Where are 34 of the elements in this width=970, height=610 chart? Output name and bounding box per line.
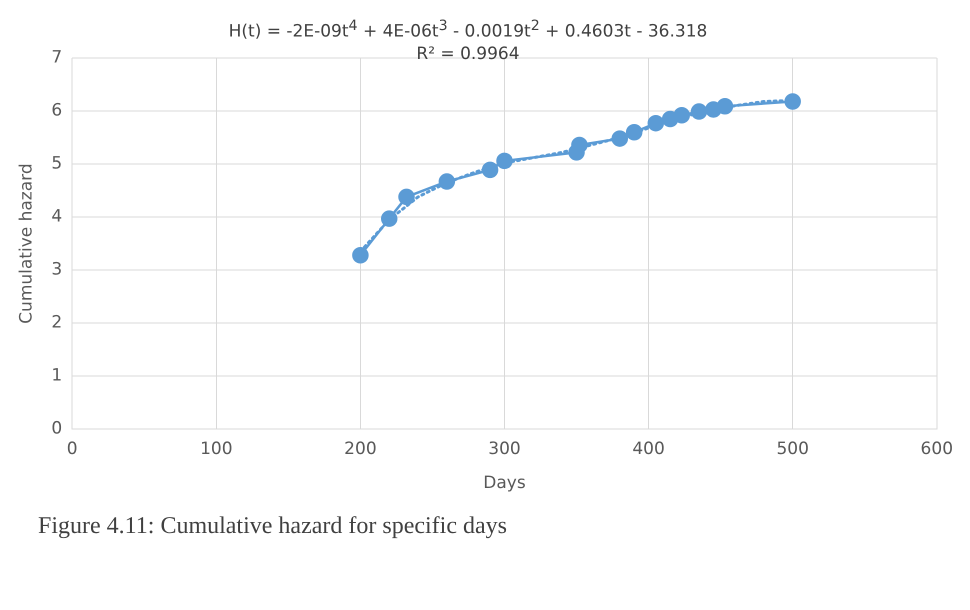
x-tick-label: 100	[200, 438, 233, 459]
point	[438, 173, 456, 190]
point	[398, 188, 415, 206]
text: H(t) = -2E-09t$^{4}$ + 4E-06t$^{3}$ - 0.0019t$^{2}$ + 0.4603t - 36.318	[228, 18, 708, 42]
x-tick-label: 600	[920, 438, 954, 459]
point	[690, 103, 708, 120]
y-tick-label: 4	[51, 206, 62, 227]
x-tick-label: 500	[776, 438, 809, 459]
x-tick-label: 300	[488, 438, 521, 459]
point	[716, 98, 734, 115]
x-axis-title: Days	[483, 473, 526, 494]
point	[482, 162, 498, 178]
point	[571, 136, 588, 154]
point	[648, 114, 664, 132]
caption: Figure 4.11: Cumulative hazard for specific days	[38, 513, 507, 540]
point	[380, 210, 398, 227]
y-tick-label: 6	[51, 100, 62, 120]
y-tick-label: 0	[51, 418, 62, 439]
y-tick-label: 5	[51, 153, 62, 174]
x-tick-label: 200	[344, 438, 377, 459]
point	[612, 130, 628, 147]
point	[496, 152, 513, 170]
y-tick-label: 1	[51, 366, 62, 386]
x-tick-label: 400	[632, 438, 665, 459]
point	[626, 124, 642, 140]
y-tick-label: 7	[51, 47, 62, 68]
point	[352, 247, 369, 264]
y-tick-label: 3	[51, 260, 62, 280]
point	[784, 93, 801, 110]
y-axis-title: Cumulative hazard	[16, 163, 37, 324]
y-tick-label: 2	[51, 312, 62, 333]
annotation: R² = 0.9964	[416, 44, 520, 64]
x-tick-label: 0	[66, 438, 78, 459]
point	[673, 107, 690, 124]
